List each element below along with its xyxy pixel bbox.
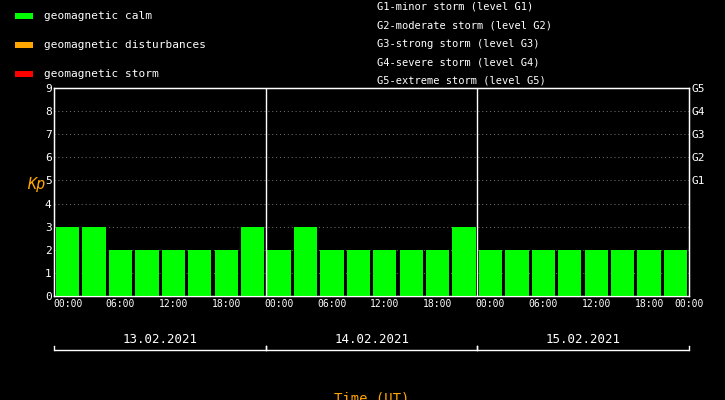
Text: 14.02.2021: 14.02.2021: [334, 333, 409, 346]
Bar: [294, 227, 317, 296]
Text: G2-moderate storm (level G2): G2-moderate storm (level G2): [377, 20, 552, 30]
Bar: [479, 250, 502, 296]
Text: geomagnetic storm: geomagnetic storm: [44, 69, 159, 79]
Bar: [611, 250, 634, 296]
Bar: [505, 250, 529, 296]
Text: 15.02.2021: 15.02.2021: [545, 333, 621, 346]
Bar: [268, 250, 291, 296]
Bar: [56, 227, 79, 296]
Bar: [452, 227, 476, 296]
Bar: [637, 250, 660, 296]
Bar: [558, 250, 581, 296]
Bar: [14, 42, 33, 48]
Bar: [109, 250, 132, 296]
Text: G1-minor storm (level G1): G1-minor storm (level G1): [377, 2, 534, 12]
Bar: [531, 250, 555, 296]
Bar: [347, 250, 370, 296]
Bar: [14, 13, 33, 19]
Bar: [399, 250, 423, 296]
Bar: [373, 250, 397, 296]
Bar: [215, 250, 238, 296]
Text: G3-strong storm (level G3): G3-strong storm (level G3): [377, 39, 539, 49]
Bar: [136, 250, 159, 296]
Y-axis label: Kp: Kp: [28, 177, 46, 192]
Bar: [83, 227, 106, 296]
Text: G5-extreme storm (level G5): G5-extreme storm (level G5): [377, 76, 546, 86]
Text: geomagnetic disturbances: geomagnetic disturbances: [44, 40, 206, 50]
Bar: [584, 250, 608, 296]
Bar: [320, 250, 344, 296]
Bar: [14, 71, 33, 77]
Bar: [241, 227, 264, 296]
Bar: [664, 250, 687, 296]
Text: geomagnetic calm: geomagnetic calm: [44, 11, 152, 21]
Bar: [188, 250, 212, 296]
Bar: [426, 250, 450, 296]
Text: G4-severe storm (level G4): G4-severe storm (level G4): [377, 57, 539, 67]
Text: Time (UT): Time (UT): [334, 392, 409, 400]
Text: 13.02.2021: 13.02.2021: [123, 333, 198, 346]
Bar: [162, 250, 185, 296]
